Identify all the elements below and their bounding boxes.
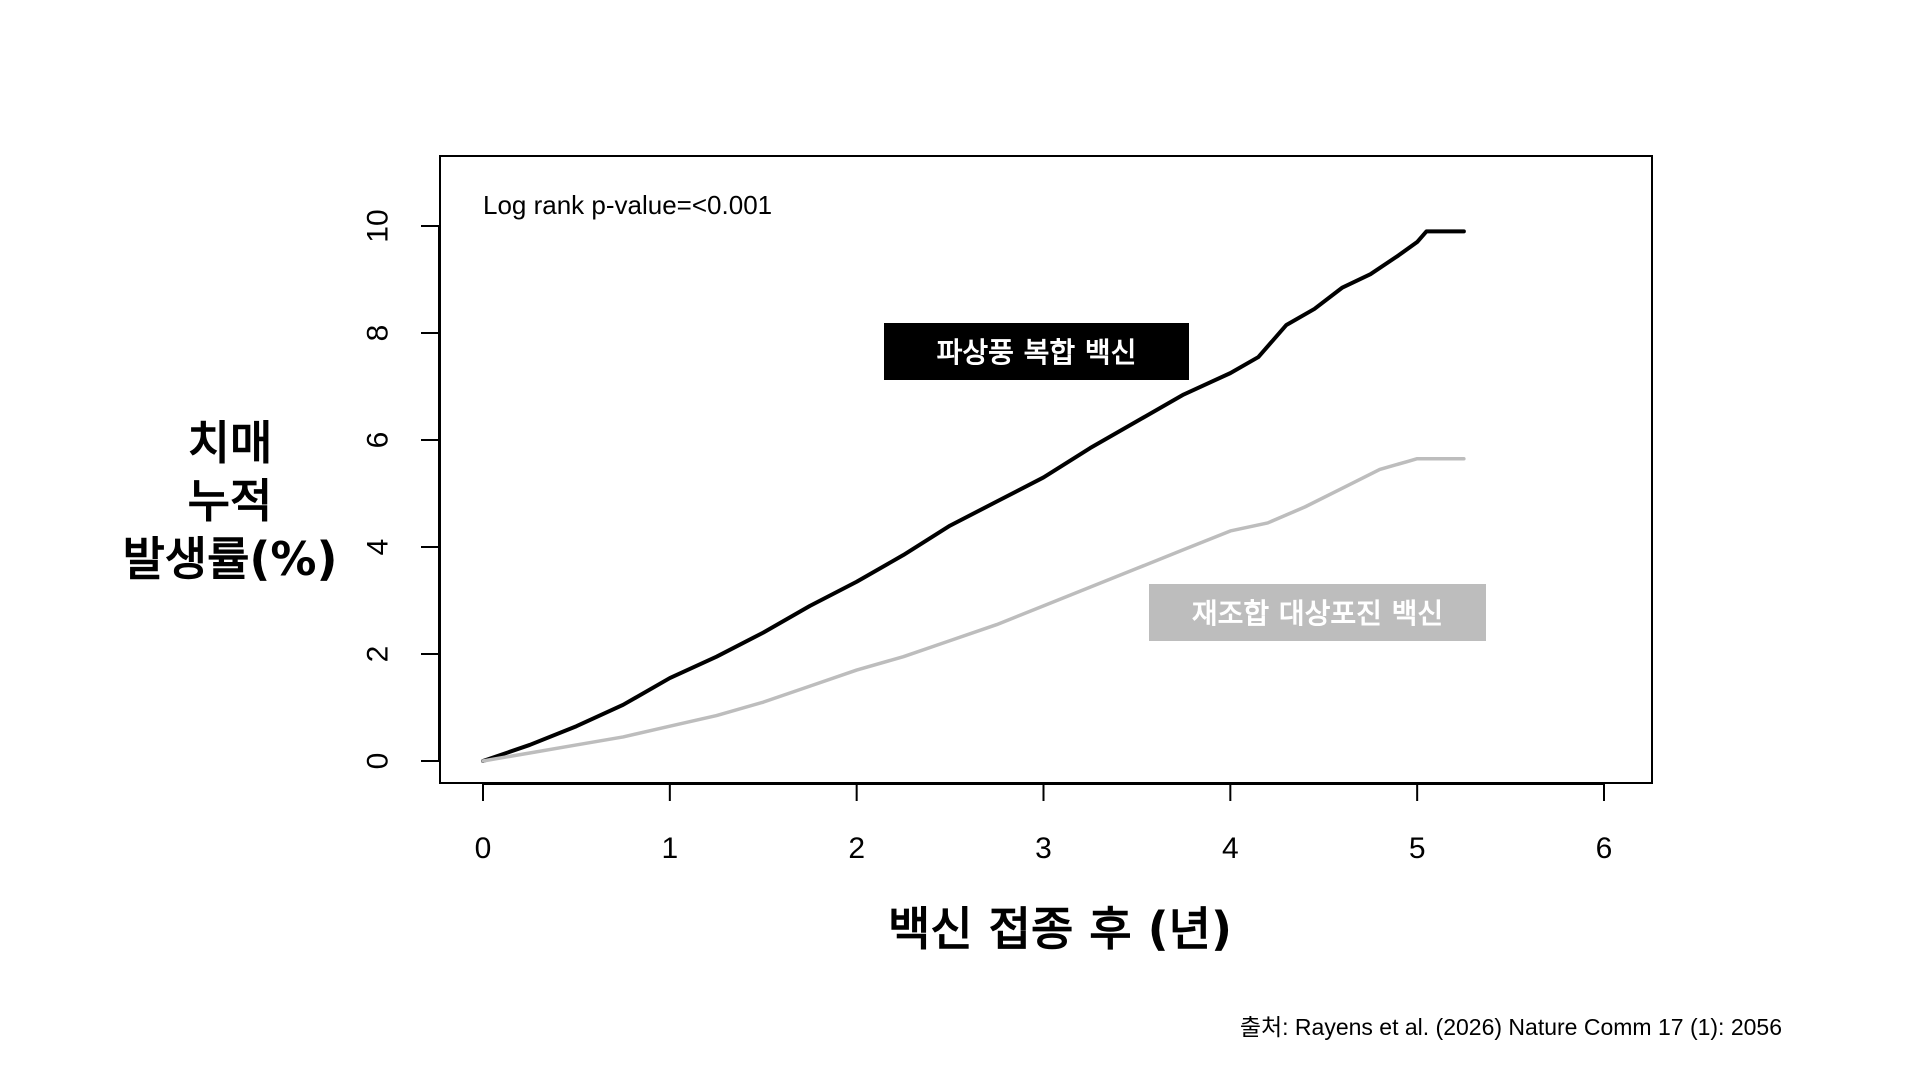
x-tick-label: 0	[475, 832, 492, 865]
y-axis-label-line-2: 누적	[187, 474, 273, 528]
y-tick-label: 4	[362, 539, 395, 556]
x-tick-label: 4	[1222, 832, 1239, 865]
series-label-shingles-box	[1149, 584, 1486, 641]
y-axis-label-line-1: 치매	[187, 416, 273, 470]
y-tick-label: 2	[362, 646, 395, 663]
log-rank-annotation: Log rank p-value=<0.001	[483, 190, 772, 220]
y-axis-label-line-3: 발생률(%)	[122, 532, 338, 586]
y-tick-label: 8	[362, 325, 395, 342]
plot-frame	[439, 155, 1653, 784]
y-tick-label: 6	[362, 432, 395, 449]
series-label-tetanus-box	[884, 323, 1189, 380]
x-axis-label: 백신 접종 후 (년)	[887, 902, 1232, 956]
y-tick-label: 10	[362, 209, 395, 242]
source-citation: 출처: Rayens et al. (2026) Nature Comm 17 …	[1239, 1014, 1782, 1040]
x-tick-label: 2	[848, 832, 865, 865]
y-tick-label: 0	[362, 753, 395, 770]
series-line-tetanus	[481, 229, 1466, 763]
x-tick-label: 3	[1035, 832, 1052, 865]
series-label-shingles: 재조합 대상포진 백신	[1192, 597, 1443, 630]
x-tick-label: 5	[1409, 832, 1426, 865]
series-line-shingles	[481, 456, 1466, 763]
x-tick-label: 1	[661, 832, 678, 865]
x-tick-label: 6	[1596, 832, 1613, 865]
series-label-tetanus: 파상풍 복합 백신	[937, 336, 1137, 369]
